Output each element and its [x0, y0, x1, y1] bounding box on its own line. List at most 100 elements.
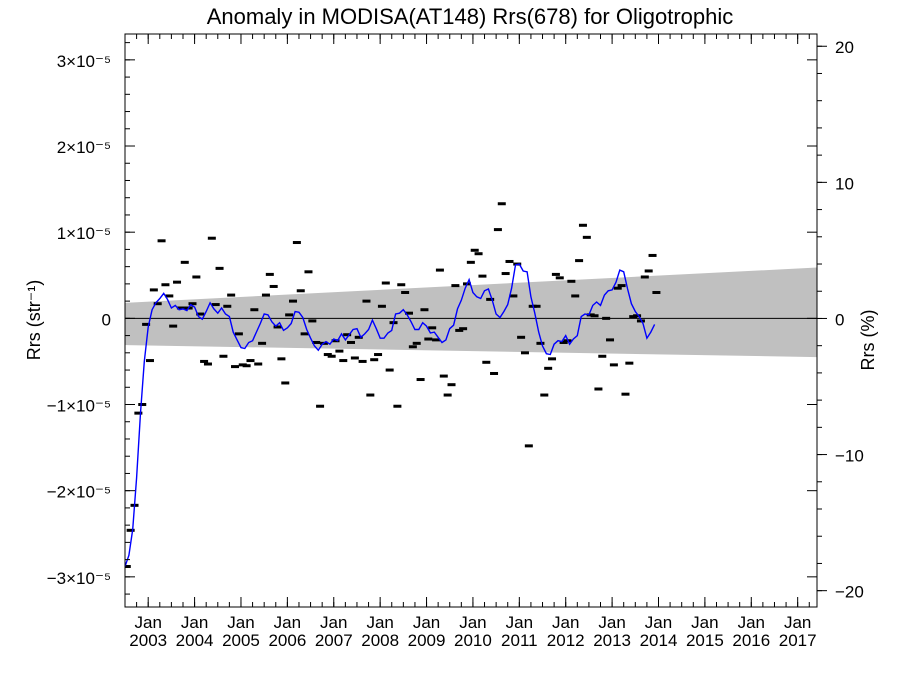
x-tick-label-year: 2010	[454, 631, 492, 650]
data-point	[258, 341, 267, 345]
x-tick-label-year: 2012	[547, 631, 585, 650]
data-point	[223, 304, 232, 308]
data-point	[153, 302, 162, 306]
data-point	[327, 354, 336, 358]
data-point	[289, 299, 298, 303]
x-tick-label-month: Jan	[506, 613, 533, 632]
data-point	[149, 288, 158, 292]
x-tick-label-month: Jan	[320, 613, 347, 632]
data-point	[347, 340, 356, 344]
data-point	[474, 252, 483, 256]
data-point	[432, 338, 441, 342]
data-point	[250, 308, 259, 312]
data-point	[231, 365, 240, 369]
data-point	[192, 275, 201, 279]
x-tick-label-month: Jan	[366, 613, 393, 632]
x-tick-label-month: Jan	[598, 613, 625, 632]
data-point	[200, 359, 209, 363]
data-point	[594, 387, 603, 391]
data-point	[331, 339, 340, 343]
data-point	[640, 275, 649, 279]
data-point	[242, 364, 251, 368]
x-tick-label-month: Jan	[181, 613, 208, 632]
data-point	[335, 349, 344, 353]
x-tick-label-year: 2004	[176, 631, 214, 650]
data-point	[173, 280, 182, 284]
y-tick-label-right: 10	[835, 174, 854, 193]
data-point	[377, 304, 386, 308]
plot-area	[125, 202, 817, 569]
data-point	[617, 284, 626, 288]
y-tick-label-right: 0	[835, 310, 844, 329]
data-point	[625, 361, 634, 365]
data-point	[412, 341, 421, 345]
data-point	[551, 272, 560, 276]
data-point	[501, 272, 510, 276]
data-point	[482, 360, 491, 364]
x-tick-label-year: 2011	[501, 631, 538, 650]
x-tick-label-month: Jan	[691, 613, 718, 632]
data-point	[621, 392, 630, 396]
data-point	[354, 335, 363, 339]
data-point	[292, 241, 301, 245]
x-tick-label-month: Jan	[645, 613, 672, 632]
x-tick-label-month: Jan	[459, 613, 486, 632]
data-point	[269, 284, 278, 288]
data-point	[362, 299, 371, 303]
data-point	[300, 332, 309, 336]
data-point	[443, 393, 452, 397]
data-point	[524, 444, 533, 448]
x-tick-label-year: 2005	[222, 631, 260, 650]
x-tick-label-year: 2009	[408, 631, 446, 650]
data-point	[555, 276, 564, 280]
data-point	[273, 325, 282, 329]
uncertainty-band	[125, 267, 817, 358]
data-point	[505, 259, 514, 263]
data-point	[598, 354, 607, 358]
y-axis-label-left: Rrs (str⁻¹)	[24, 280, 44, 360]
data-point	[374, 353, 383, 357]
y-tick-label-left: −3×10⁻⁵	[47, 569, 111, 588]
data-point	[548, 357, 557, 361]
data-point	[304, 270, 313, 274]
data-point	[578, 223, 587, 227]
chart-title: Anomaly in MODISA(AT148) Rrs(678) for Ol…	[207, 4, 734, 29]
data-point	[559, 340, 568, 344]
data-point	[401, 290, 410, 294]
data-point	[358, 359, 367, 363]
data-point	[609, 363, 618, 367]
axes: 3×10⁻⁵ 2×10⁻⁵ 1×10⁻⁵ 0 −1×10⁻⁵ −2×10⁻⁵ −3×10⁻⁵…	[47, 33, 864, 650]
x-tick-label-year: 2008	[361, 631, 399, 650]
x-tick-label-year: 2016	[732, 631, 770, 650]
data-point	[261, 293, 270, 297]
data-point	[196, 312, 205, 316]
data-point	[157, 239, 166, 243]
x-tick-label-year: 2014	[640, 631, 678, 650]
data-point	[142, 322, 151, 326]
data-point	[428, 326, 437, 330]
data-point	[493, 228, 502, 232]
data-point	[138, 403, 147, 407]
y-tick-label-left: −2×10⁻⁵	[47, 483, 111, 502]
data-point	[254, 362, 263, 366]
data-point	[385, 368, 394, 372]
data-point	[350, 356, 359, 360]
data-point	[285, 313, 294, 317]
data-point	[606, 338, 615, 342]
data-point	[540, 393, 549, 397]
data-point	[308, 319, 317, 323]
data-point	[393, 404, 402, 408]
x-tick-label-month: Jan	[134, 613, 161, 632]
running-mean-line	[125, 263, 656, 567]
data-point	[207, 236, 216, 240]
monthly-markers	[125, 202, 661, 569]
data-point	[439, 374, 448, 378]
x-tick-label-month: Jan	[274, 613, 301, 632]
y-axis-label-right: Rrs (%)	[858, 310, 878, 371]
data-point	[404, 311, 413, 315]
x-tick-label-month: Jan	[413, 613, 440, 632]
x-tick-label-year: 2007	[315, 631, 353, 650]
data-point	[633, 314, 642, 318]
data-point	[644, 269, 653, 273]
